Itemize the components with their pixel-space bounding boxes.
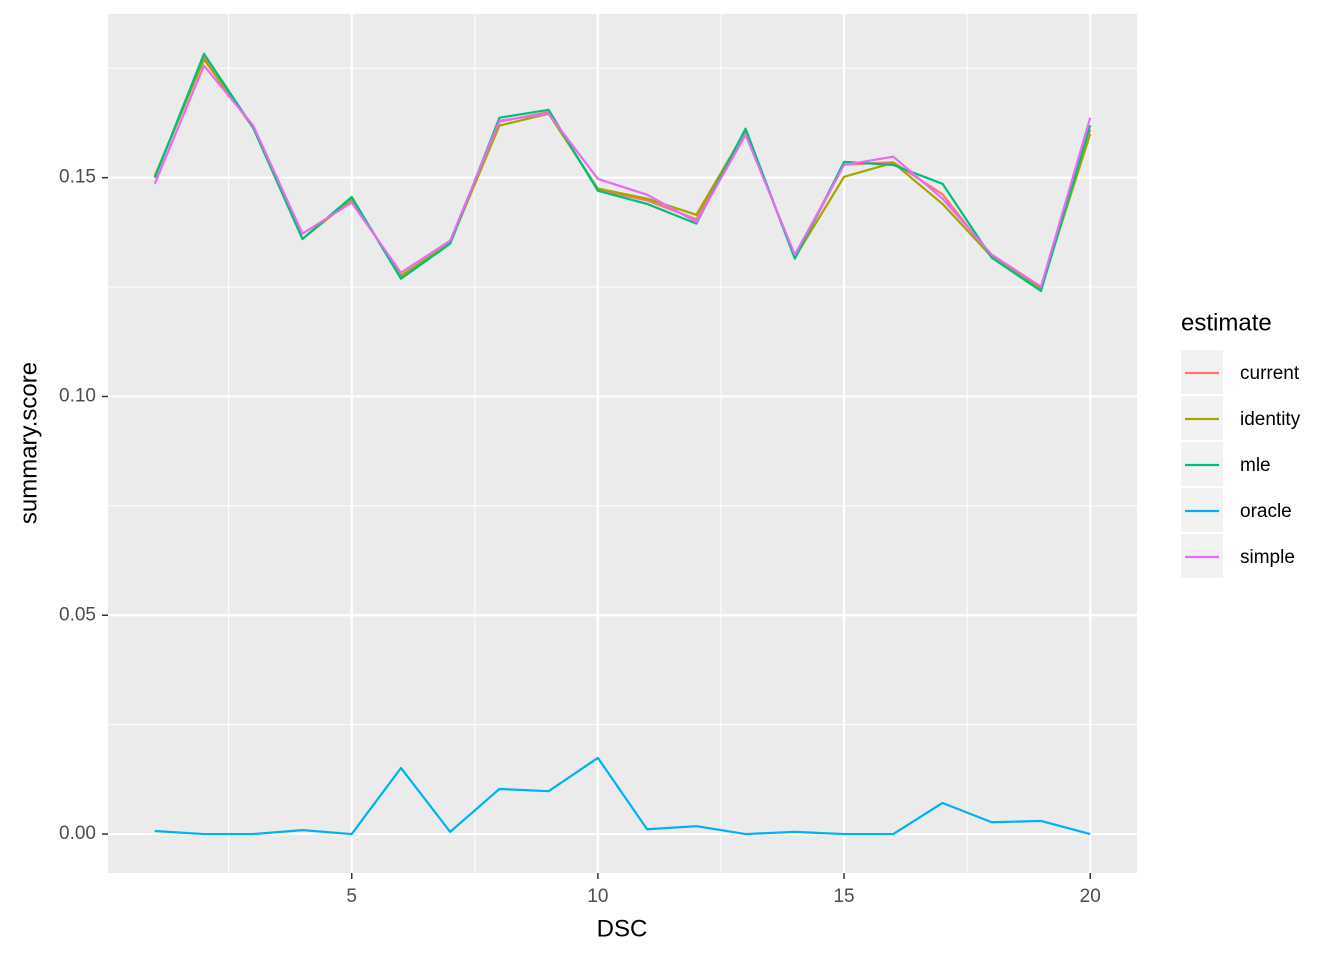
line: [153, 64, 1092, 288]
panel: [108, 14, 1137, 873]
x-tick-label: 20: [1080, 886, 1101, 907]
legend-label: current: [1240, 363, 1300, 384]
x-axis-title: DSC: [597, 915, 648, 942]
y-tick-label: 0.00: [59, 823, 96, 844]
y-axis-title: summary.score: [15, 362, 42, 524]
legend-label: mle: [1240, 455, 1271, 476]
y-tick-label: 0.05: [59, 604, 96, 625]
y-tick-label: 0.10: [59, 385, 96, 406]
line: [154, 756, 1091, 836]
legend-label: identity: [1240, 409, 1301, 430]
legend-label: oracle: [1240, 501, 1292, 522]
x-tick-label: 15: [833, 886, 854, 907]
legend-title: estimate: [1181, 309, 1272, 336]
legend-label: simple: [1240, 547, 1295, 568]
y-tick-label: 0.15: [59, 167, 96, 188]
line: [153, 52, 1092, 293]
x-tick-label: 5: [346, 886, 357, 907]
x-tick-label: 10: [587, 886, 608, 907]
